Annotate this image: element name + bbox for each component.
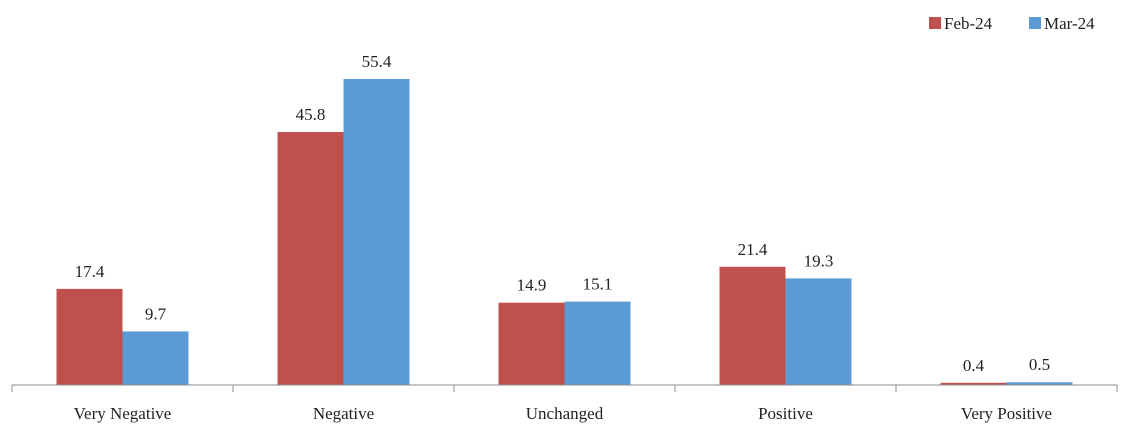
data-label: 9.7 [145,304,167,323]
data-label: 21.4 [738,240,768,259]
data-label: 15.1 [583,275,613,294]
category-labels-group: Very Negative Negative Unchanged Positive Ve… [74,404,1052,423]
category-label: Very Negative [74,404,172,423]
bar [785,278,852,385]
data-label: 0.5 [1029,355,1050,374]
data-label: 14.9 [517,276,547,295]
bar [122,331,189,385]
category-label: Very Positive [961,404,1052,423]
data-label: 45.8 [296,105,326,124]
bar [343,79,410,385]
legend-entry: Feb-24 [944,14,993,33]
category-label: Positive [758,404,813,423]
data-label: 19.3 [804,251,834,270]
bars-group [56,79,1073,385]
bar [719,266,786,385]
legend: Feb-24 Mar-24 [929,14,1095,33]
legend-entry: Mar-24 [1044,14,1095,33]
value-labels-group: 17.4 9.7 45.8 55.4 14.9 15.1 21.4 19.3 0.4 0.5 [75,52,1051,375]
data-label: 17.4 [75,262,105,281]
category-label: Unchanged [526,404,604,423]
bar [1006,382,1073,385]
legend-swatch [1029,17,1041,29]
bar [564,301,631,385]
category-label: Negative [313,404,374,423]
data-label: 55.4 [362,52,392,71]
bar [277,132,344,385]
x-axis-ticks [11,385,1118,392]
legend-swatch [929,17,941,29]
data-label: 0.4 [963,356,985,375]
bar [940,382,1007,385]
bar [498,302,565,385]
bar [56,288,123,385]
